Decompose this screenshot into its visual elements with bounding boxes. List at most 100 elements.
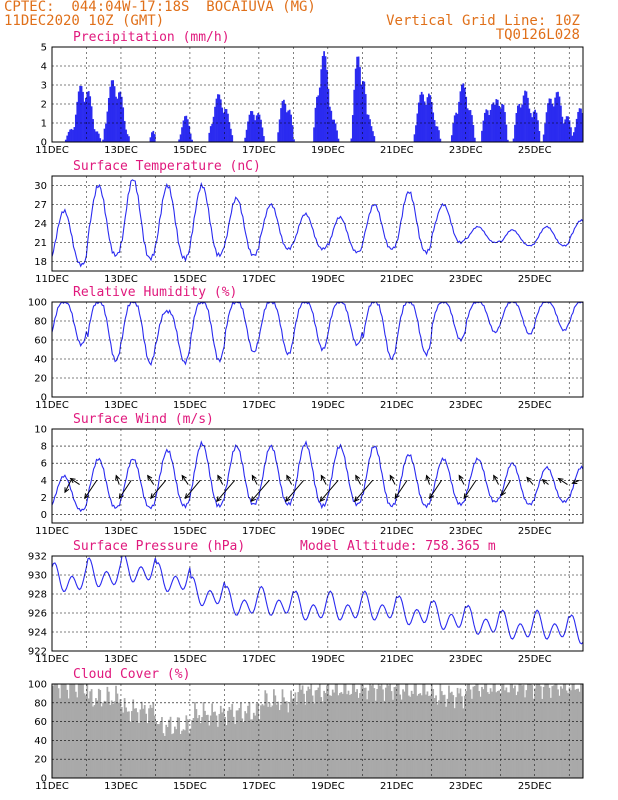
- cloud-cover-bar: [215, 715, 218, 778]
- cloud-cover-bar: [406, 684, 409, 778]
- humidity-xtick-label: 21DEC: [380, 400, 414, 411]
- precipitation-ytick-label: 0: [41, 138, 47, 149]
- cloud-cover-bar: [251, 719, 254, 778]
- precipitation-bar: [317, 95, 320, 142]
- temperature-panel: 18 21 24 27 30 11DEC 13DEC 15DEC 17DEC 19DEC 21DEC…: [34, 159, 584, 285]
- humidity-ytick-label: 80: [34, 317, 47, 328]
- pressure-ytick-label: 930: [28, 571, 47, 582]
- wind-arrow-head: [425, 474, 431, 481]
- pressure-xtick-label: 25DEC: [518, 654, 552, 665]
- precipitation-bar: [482, 120, 485, 142]
- cloud-cover-bar: [179, 734, 182, 778]
- precipitation-bar: [288, 109, 291, 142]
- precipitation-bar: [504, 112, 506, 142]
- wind-arrow-head: [181, 474, 187, 481]
- precipitation-bar: [373, 136, 376, 142]
- cloud-cover-bar: [59, 698, 61, 778]
- cloud-cover-bar: [443, 694, 446, 778]
- cloud-cover-bar: [578, 691, 581, 778]
- temperature-plot-area: [52, 179, 583, 268]
- cloud-cover-bar: [264, 690, 267, 778]
- precipitation-bar: [185, 115, 188, 142]
- precipitation-bar: [581, 113, 583, 142]
- header-code: TQ0126L028: [495, 27, 580, 43]
- cloud-cover-xtick-label: 13DEC: [104, 781, 138, 792]
- cloud-cover-bar: [471, 698, 473, 778]
- cloud-cover-bar: [532, 698, 535, 778]
- cloud-cover-bar: [360, 684, 363, 778]
- precipitation-bar: [181, 127, 183, 142]
- cloud-cover-bar: [506, 692, 509, 778]
- cloud-cover-bar: [99, 690, 102, 778]
- cloud-cover-bar: [433, 698, 436, 778]
- cloud-cover-bar: [469, 689, 472, 778]
- cloud-cover-bar: [64, 684, 67, 778]
- humidity-ytick-label: 20: [34, 374, 47, 385]
- wind-arrow: [320, 474, 327, 485]
- precipitation-bar: [571, 135, 574, 142]
- cloud-cover-bar: [459, 688, 462, 778]
- precipitation-bar: [87, 91, 90, 142]
- wind-arrow-head: [250, 496, 257, 503]
- header-line1: CPTEC: 044:04W-17:18S BOCAIUVA (MG): [4, 0, 316, 15]
- wind-arrow: [184, 479, 201, 500]
- precipitation-bar: [481, 130, 483, 142]
- wind-arrow-shaft: [320, 475, 327, 485]
- cloud-cover-bar: [393, 687, 396, 778]
- precipitation-bar: [425, 104, 427, 142]
- precipitation-bar: [72, 129, 74, 142]
- precipitation-bar: [99, 138, 102, 142]
- precipitation-bar: [293, 139, 295, 142]
- precipitation-bar: [463, 87, 466, 142]
- precipitation-bar: [251, 111, 254, 142]
- precipitation-bar: [67, 131, 70, 142]
- cloud-cover-bar: [97, 688, 100, 778]
- precipitation-bar: [218, 94, 221, 142]
- precipitation-bar: [562, 123, 565, 142]
- precipitation-bar: [465, 96, 468, 142]
- cloud-cover-bar: [323, 690, 325, 778]
- cloud-cover-bar: [138, 722, 140, 778]
- cloud-cover-bar: [516, 691, 519, 778]
- cloud-cover-bar: [539, 686, 542, 778]
- wind-arrow: [215, 479, 236, 503]
- cloud-cover-bar: [537, 684, 539, 778]
- precipitation-bar: [423, 101, 426, 142]
- wind-arrow-head: [557, 477, 564, 484]
- pressure-ytick-label: 928: [28, 590, 47, 601]
- wind-title: Surface Wind (m/s): [73, 412, 214, 427]
- pressure-xtick-label: 15DEC: [173, 654, 207, 665]
- precipitation-bar: [287, 110, 290, 142]
- precipitation-bar: [466, 108, 469, 142]
- precipitation-bar: [565, 116, 568, 142]
- precipitation-bar: [561, 116, 564, 142]
- precipitation-bar: [209, 126, 212, 142]
- cloud-cover-bar: [109, 705, 112, 778]
- wind-arrow: [557, 477, 568, 485]
- precipitation-bar: [366, 114, 369, 142]
- cloud-cover-bar: [136, 712, 139, 778]
- cloud-cover-bar: [413, 684, 416, 778]
- wind-arrow-shaft: [354, 479, 374, 502]
- cloud-cover-bar: [364, 687, 367, 778]
- cloud-cover-bar: [188, 732, 191, 778]
- precipitation-bar: [85, 97, 87, 142]
- wind-ytick-label: 4: [41, 476, 47, 487]
- cloud-cover-bar: [129, 721, 132, 778]
- cloud-cover-bar: [107, 691, 110, 778]
- cloud-cover-bar: [361, 684, 364, 778]
- cloud-cover-bar: [113, 701, 116, 778]
- precipitation-ytick-label: 3: [41, 81, 47, 92]
- wind-arrow-head: [526, 476, 532, 483]
- temperature-xtick-label: 15DEC: [173, 274, 207, 285]
- wind-arrow-head: [458, 474, 464, 481]
- cloud-cover-bar: [522, 684, 525, 778]
- cloud-cover-bar: [554, 684, 557, 778]
- pressure-ytick-label: 924: [28, 628, 47, 639]
- cloud-cover-bar: [159, 722, 162, 778]
- cloud-cover-bar: [194, 702, 196, 778]
- cloud-cover-bar: [294, 692, 297, 778]
- cloud-cover-bar: [126, 711, 129, 778]
- cloud-cover-xtick-label: 11DEC: [35, 781, 69, 792]
